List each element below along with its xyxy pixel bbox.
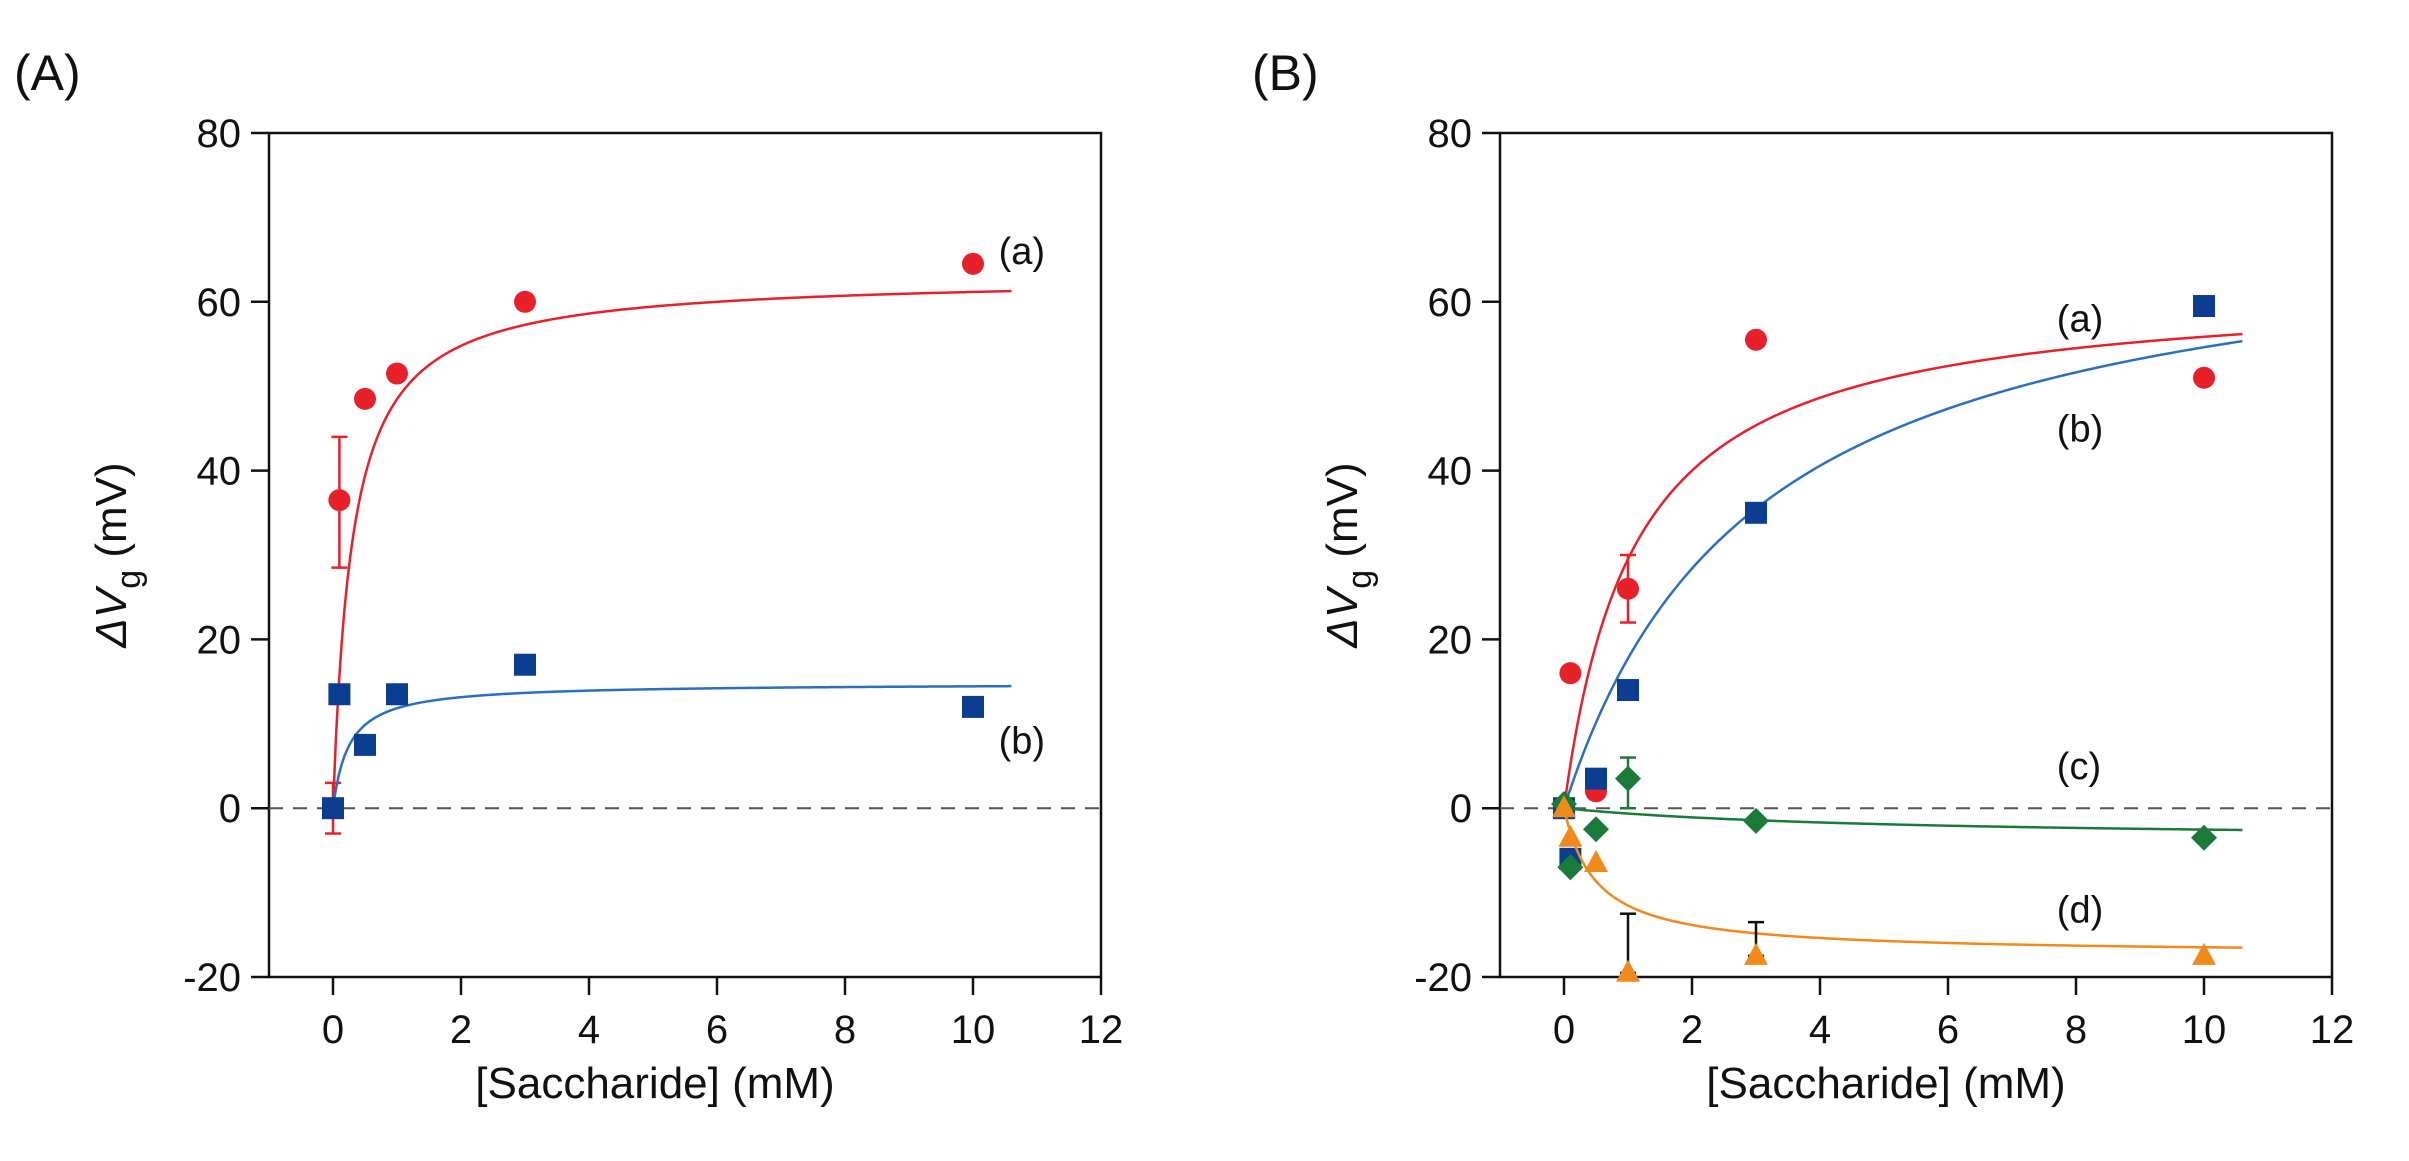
- series-label: (d): [2057, 889, 2103, 931]
- data-point: [1617, 577, 1639, 600]
- data-point: [1558, 824, 1583, 847]
- data-point: [2193, 295, 2215, 318]
- series-b: (b): [1553, 295, 2243, 870]
- data-point: [1743, 807, 1769, 834]
- data-point: [514, 290, 536, 313]
- data-point: [962, 252, 984, 275]
- y-axis-label: ΔVg (mV): [1318, 462, 1379, 648]
- fit-curve: [1562, 339, 2243, 809]
- data-point: [2193, 366, 2215, 389]
- x-tick-label: 10: [951, 1008, 996, 1052]
- data-point: [2192, 942, 2216, 965]
- data-point: [2191, 824, 2217, 851]
- chart-panel-b: 0 2 4 6 8 10 12 -20 0 20 40 60 80 (B) [Saccharide] (mM…: [1252, 45, 2354, 1108]
- y-axis-label: ΔVg (mV): [87, 462, 148, 648]
- series-label: (a): [999, 231, 1045, 273]
- y-tick-label: 40: [1428, 450, 1473, 494]
- x-tick-label: 4: [1809, 1008, 1831, 1052]
- x-tick-label: 10: [2182, 1008, 2227, 1052]
- data-point: [1617, 679, 1639, 702]
- x-tick-label: 6: [1937, 1008, 1959, 1052]
- data-point: [354, 733, 376, 756]
- x-tick-label: 12: [1079, 1008, 1124, 1052]
- fit-curve: [1562, 332, 2243, 809]
- x-axis-label: [Saccharide] (mM): [475, 1059, 834, 1108]
- y-tick-label: 60: [197, 281, 242, 325]
- x-tick-label: 6: [706, 1008, 728, 1052]
- plot-frame: [267, 131, 1103, 979]
- x-tick-label: 8: [834, 1008, 856, 1052]
- series-a: (a): [322, 231, 1045, 835]
- data-point: [386, 362, 408, 385]
- data-point: [1585, 767, 1607, 790]
- data-point: [328, 683, 351, 706]
- series-d: (d): [1552, 795, 2243, 982]
- x-tick-label: 12: [2310, 1008, 2355, 1052]
- data-point: [1616, 959, 1640, 982]
- data-point: [514, 653, 536, 676]
- y-tick-label: 60: [1428, 281, 1473, 325]
- fit-curve: [1562, 807, 2243, 949]
- fit-curve: [331, 684, 1012, 809]
- data-point: [962, 695, 984, 718]
- data-point: [1584, 850, 1608, 873]
- data-point: [386, 683, 408, 706]
- series-label: (c): [2057, 746, 2101, 788]
- data-point: [1557, 854, 1584, 881]
- series-c: (c): [1551, 746, 2243, 881]
- x-tick-label: 4: [578, 1008, 600, 1052]
- series-label: (a): [2057, 299, 2103, 341]
- x-tick-label: 2: [450, 1008, 472, 1052]
- data-point: [1552, 795, 1576, 818]
- data-point: [328, 489, 351, 512]
- y-tick-label: 20: [1428, 618, 1473, 662]
- data-point: [1744, 942, 1768, 965]
- panel-label: (B): [1252, 45, 1319, 101]
- x-tick-label: 8: [2065, 1008, 2087, 1052]
- y-tick-label: 0: [219, 787, 241, 831]
- fit-curve: [1563, 806, 2243, 832]
- plot-frame: [1498, 131, 2334, 979]
- y-tick-label: 40: [197, 450, 242, 494]
- data-point: [322, 797, 344, 820]
- data-point: [1745, 328, 1767, 351]
- series-b: (b): [322, 653, 1045, 820]
- series-a: (a): [1553, 299, 2243, 820]
- x-tick-label: 2: [1681, 1008, 1703, 1052]
- series-label: (b): [2057, 408, 2103, 450]
- y-tick-label: -20: [183, 956, 241, 1000]
- data-point: [354, 387, 376, 410]
- y-tick-label: -20: [1414, 956, 1472, 1000]
- y-tick-label: 20: [197, 618, 242, 662]
- x-axis-label: [Saccharide] (mM): [1706, 1059, 2065, 1108]
- y-tick-label: 80: [197, 112, 242, 156]
- x-tick-label: 0: [322, 1008, 344, 1052]
- data-point: [1559, 662, 1582, 685]
- y-tick-label: 0: [1450, 787, 1472, 831]
- data-point: [1745, 501, 1767, 524]
- fit-curve: [331, 289, 1012, 809]
- x-tick-label: 0: [1553, 1008, 1575, 1052]
- y-tick-label: 80: [1428, 112, 1473, 156]
- data-point: [1583, 816, 1609, 843]
- series-label: (b): [999, 721, 1045, 763]
- data-point: [1615, 765, 1641, 792]
- panel-label: (A): [14, 45, 81, 101]
- chart-panel-a: 0 2 4 6 8 10 12 -20 0 20 40 60 80 (A) [Saccharide] (mM…: [14, 45, 1123, 1108]
